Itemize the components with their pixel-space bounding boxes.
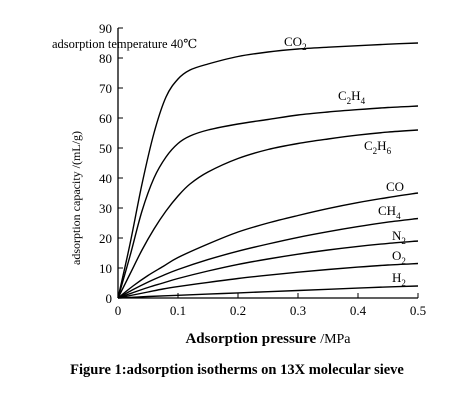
curve-o2	[117, 262, 419, 299]
x-axis-unit: /MPa	[320, 332, 351, 347]
axes	[117, 28, 418, 299]
curve-co	[117, 192, 419, 299]
series-label-co: CO	[386, 179, 404, 194]
figure-caption: Figure 1:adsorption isotherms on 13X mol…	[70, 362, 404, 378]
series-label-ch4: CH4	[378, 203, 401, 221]
y-tick-label: 90	[99, 21, 112, 36]
x-tick-label: 0	[115, 303, 122, 318]
chart-annotation: adsorption temperature 40℃	[52, 37, 197, 51]
y-tick-label: 0	[106, 291, 113, 306]
series-label-co2: CO2	[284, 34, 307, 52]
y-tick-label: 30	[99, 201, 112, 216]
series-label-o2: O2	[392, 248, 406, 266]
series-label-c2h4: C2H4	[338, 88, 366, 106]
curve-ch4	[117, 217, 419, 299]
x-tick-label: 0.1	[170, 303, 186, 318]
y-tick-label: 70	[99, 81, 112, 96]
x-tick-label: 0.5	[410, 303, 426, 318]
y-axis-label: adsorption capacity /(mL/g)	[69, 131, 83, 265]
series-label-c2h6: C2H6	[364, 138, 392, 156]
series-label-h2: H2	[392, 270, 406, 288]
y-tick-label: 40	[99, 171, 112, 186]
x-axis-label: Adsorption pressure	[185, 331, 316, 347]
curve-c2h6	[117, 129, 419, 299]
ticks: 0 0.1 0.2 0.3 0.4 0.5 0 10 20 30 40 50 60 70 80 90	[99, 21, 426, 318]
curve-n2	[117, 240, 419, 299]
y-tick-label: 50	[99, 141, 112, 156]
curve-co2	[117, 42, 419, 299]
y-tick-label: 20	[99, 231, 112, 246]
y-tick-label: 60	[99, 111, 112, 126]
x-tick-label: 0.4	[350, 303, 367, 318]
curve-h2	[117, 285, 419, 299]
y-tick-label: 10	[99, 261, 112, 276]
curve-c2h4	[117, 105, 419, 299]
series-labels: CO2 C2H4 C2H6 CO CH4 N2 O2 H2	[284, 34, 406, 288]
x-axis-title: Adsorption pressure/MPa	[185, 331, 351, 347]
series-label-n2: N2	[392, 228, 406, 246]
y-tick-label: 80	[99, 51, 112, 66]
x-tick-label: 0.2	[230, 303, 246, 318]
x-tick-label: 0.3	[290, 303, 306, 318]
isotherm-curves	[117, 42, 419, 299]
